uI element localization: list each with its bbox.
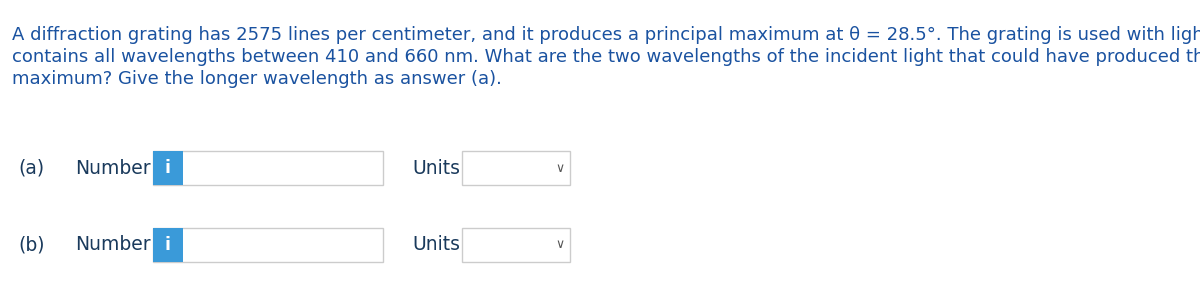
Text: Units: Units (412, 236, 460, 254)
Text: ∨: ∨ (556, 161, 564, 174)
FancyBboxPatch shape (462, 228, 570, 262)
Text: Units: Units (412, 158, 460, 178)
FancyBboxPatch shape (154, 228, 383, 262)
Text: i: i (166, 236, 172, 254)
Text: (b): (b) (18, 236, 44, 254)
FancyBboxPatch shape (154, 151, 383, 185)
Text: contains all wavelengths between 410 and 660 nm. What are the two wavelengths of: contains all wavelengths between 410 and… (12, 48, 1200, 66)
Text: maximum? Give the longer wavelength as answer (a).: maximum? Give the longer wavelength as a… (12, 70, 502, 88)
Text: i: i (166, 159, 172, 177)
Text: Number: Number (74, 236, 151, 254)
Text: (a): (a) (18, 158, 44, 178)
Text: Number: Number (74, 158, 151, 178)
Text: ∨: ∨ (556, 239, 564, 251)
FancyBboxPatch shape (154, 228, 182, 262)
Text: A diffraction grating has 2575 lines per centimeter, and it produces a principal: A diffraction grating has 2575 lines per… (12, 26, 1200, 44)
FancyBboxPatch shape (462, 151, 570, 185)
FancyBboxPatch shape (154, 151, 182, 185)
